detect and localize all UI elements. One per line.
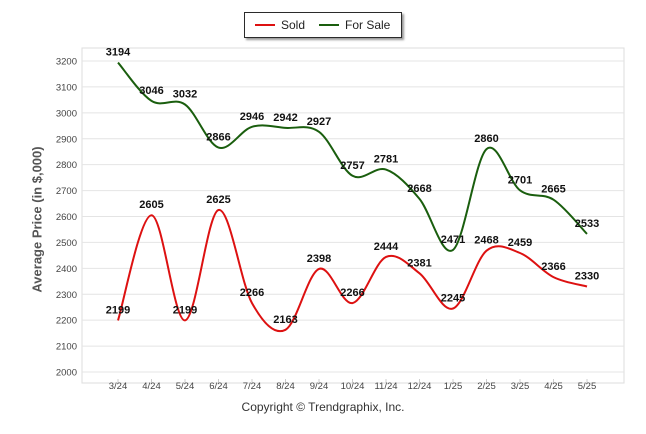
series-line-for-sale	[117, 61, 588, 252]
grid-lines	[81, 47, 625, 384]
legend: Sold For Sale	[244, 12, 402, 38]
data-label-sold: 2366	[541, 261, 565, 273]
data-label-sold: 2625	[206, 194, 230, 206]
x-tick-label: 7/24	[243, 381, 262, 392]
data-label-sold: 2199	[106, 304, 130, 316]
data-label-for-sale: 2781	[374, 154, 398, 166]
data-label-for-sale: 2757	[340, 160, 364, 172]
data-label-sold: 2330	[575, 270, 599, 282]
x-tick-label: 4/25	[544, 381, 563, 392]
data-label-for-sale: 2471	[441, 234, 465, 246]
data-label-for-sale: 3032	[173, 89, 197, 101]
data-label-sold: 2459	[508, 237, 532, 249]
data-label-sold: 2266	[240, 287, 264, 299]
x-tick-label: 9/24	[310, 381, 329, 392]
y-tick-label: 2800	[56, 160, 77, 171]
data-label-for-sale: 2860	[474, 133, 498, 145]
x-tick-label: 5/25	[578, 381, 597, 392]
x-tick-label: 10/24	[341, 381, 365, 392]
data-label-sold: 2444	[374, 241, 399, 253]
data-label-sold: 2163	[273, 314, 297, 326]
data-label-sold: 2245	[441, 293, 465, 305]
data-labels: 2199 2605 2199 2625 2266 2163 2398 2266 2444 2381…	[106, 47, 599, 326]
data-label-for-sale: 2866	[206, 132, 230, 144]
data-label-sold: 2381	[407, 257, 431, 269]
y-tick-label: 2700	[56, 186, 77, 197]
legend-swatch-sold	[255, 24, 275, 26]
x-tick-label: 1/25	[444, 381, 463, 392]
y-tick-label: 2200	[56, 316, 77, 327]
x-tick-label: 5/24	[176, 381, 195, 392]
y-tick-label: 2500	[56, 238, 77, 249]
data-label-for-sale: 2701	[508, 174, 532, 186]
legend-label-for-sale: For Sale	[345, 18, 391, 32]
y-tick-label: 2300	[56, 290, 77, 301]
y-tick-label: 2900	[56, 134, 77, 145]
y-tick-label: 2600	[56, 212, 77, 223]
x-tick-label: 3/25	[511, 381, 530, 392]
y-axis-title: Average Price (in $,000)	[29, 146, 45, 293]
y-tick-label: 3200	[56, 57, 77, 68]
legend-swatch-for-sale	[319, 24, 339, 26]
y-tick-label: 2400	[56, 264, 77, 275]
data-label-for-sale: 2946	[240, 111, 264, 123]
x-tick-label: 12/24	[408, 381, 432, 392]
plot-frame	[81, 47, 625, 384]
x-tick-label: 3/24	[109, 381, 128, 392]
data-label-for-sale: 2665	[541, 184, 565, 196]
copyright-credit: Copyright © Trendgraphix, Inc.	[241, 400, 405, 414]
data-label-sold: 2605	[139, 199, 163, 211]
data-label-sold: 2398	[307, 253, 331, 265]
legend-item-sold[interactable]: Sold	[255, 13, 305, 37]
y-tick-label: 2100	[56, 342, 77, 353]
x-tick-label: 6/24	[209, 381, 228, 392]
y-tick-label: 3100	[56, 82, 77, 93]
x-tick-label: 4/24	[142, 381, 161, 392]
series-lines	[117, 61, 588, 333]
data-label-sold: 2266	[340, 287, 364, 299]
y-tick-label: 2000	[56, 368, 77, 379]
axis-ticks: 2000 2100 2200 2300 2400 2500 2600 2700 2800 2900…	[56, 57, 596, 393]
y-tick-label: 3000	[56, 108, 77, 119]
x-tick-label: 11/24	[374, 381, 397, 392]
data-label-for-sale: 2668	[407, 183, 431, 195]
data-label-for-sale: 2533	[575, 218, 599, 230]
x-tick-label: 8/24	[276, 381, 295, 392]
data-label-for-sale: 3194	[106, 47, 131, 59]
data-label-sold: 2468	[474, 235, 498, 247]
data-label-for-sale: 2927	[307, 116, 331, 128]
legend-label-sold: Sold	[281, 18, 306, 32]
legend-item-for-sale[interactable]: For Sale	[319, 13, 390, 37]
data-label-sold: 2199	[173, 304, 197, 316]
x-tick-label: 2/25	[477, 381, 496, 392]
series-line-sold	[117, 209, 588, 333]
data-label-for-sale: 2942	[273, 112, 297, 124]
data-label-for-sale: 3046	[139, 85, 163, 97]
